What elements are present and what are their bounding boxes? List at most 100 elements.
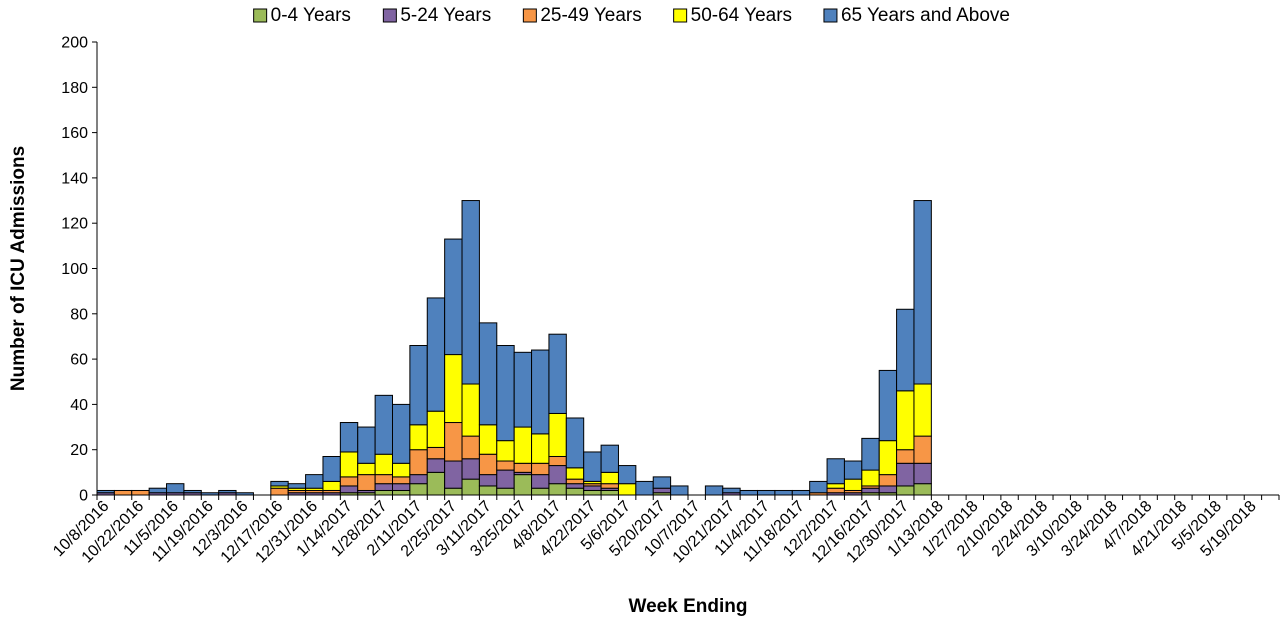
bar-segment-65-years-and-above-10: [270, 480, 289, 487]
legend-label-5-24-years: 5-24 Years: [400, 5, 491, 26]
bar-segment-65-years-and-above-17: [392, 403, 411, 464]
bar-segment-65-years-and-above-20: [444, 238, 463, 356]
bar-segment-50-64-years-15: [357, 462, 376, 476]
bar-segment-5-24-years-44: [861, 487, 880, 494]
bar-segment-50-64-years-44: [861, 469, 880, 487]
bar-segment-50-64-years-26: [548, 412, 567, 457]
bar-segment-0-4-years-17: [392, 489, 411, 496]
bar-segment-50-64-years-24: [513, 426, 533, 464]
bar-segment-5-24-years-47: [913, 462, 932, 485]
bar-segment-25-49-years-10: [270, 487, 289, 496]
bar-segment-65-years-and-above-35: [704, 485, 724, 496]
legend-label-50-64-years: 50-64 Years: [691, 5, 792, 26]
bar-segment-25-49-years-20: [444, 422, 463, 462]
bar-segment-0-4-years-22: [478, 485, 498, 496]
bar-segment-25-49-years-17: [392, 476, 411, 485]
bar-segment-0-4-years-46: [896, 485, 915, 496]
bar-segment-65-years-and-above-39: [774, 489, 793, 496]
bar-segment-65-years-and-above-24: [513, 351, 533, 428]
bar-segment-5-24-years-22: [478, 474, 498, 487]
bar-segment-50-64-years-27: [565, 467, 585, 480]
legend-swatch-25-49-years: [522, 8, 537, 23]
bar-segment-5-24-years-23: [496, 469, 515, 489]
bar-segment-25-49-years-1: [113, 489, 133, 496]
bar-segment-0-4-years-18: [409, 483, 428, 496]
y-tick-label: 160: [61, 125, 88, 142]
legend-label-65-years-and-above: 65 Years and Above: [841, 5, 1010, 26]
bar-segment-65-years-and-above-4: [166, 483, 185, 494]
y-tick-label: 20: [70, 442, 88, 459]
legend-label-0-4-years: 0-4 Years: [271, 5, 351, 26]
bar-segment-0-4-years-29: [600, 489, 619, 496]
y-tick-label: 0: [79, 488, 88, 505]
bar-segment-0-4-years-47: [913, 483, 932, 496]
y-tick-label: 80: [70, 306, 88, 323]
bar-segment-50-64-years-47: [913, 383, 932, 437]
bar-segment-25-49-years-14: [339, 476, 359, 487]
bar-segment-50-64-years-20: [444, 354, 463, 424]
bar-segment-5-24-years-14: [339, 485, 359, 494]
bar-segment-65-years-and-above-37: [739, 489, 759, 496]
bar-segment-0-4-years-26: [548, 483, 567, 496]
bar-segment-0-4-years-24: [513, 474, 533, 496]
bar-segment-50-64-years-17: [392, 462, 411, 478]
legend-label-25-49-years: 25-49 Years: [540, 5, 641, 26]
x-axis-ticks: 10/8/201610/22/201611/5/201611/19/201612…: [50, 495, 1280, 566]
bar-segment-65-years-and-above-42: [826, 458, 845, 485]
bar-segment-65-years-and-above-22: [478, 322, 498, 426]
bar-segment-65-years-and-above-44: [861, 437, 880, 471]
bar-segment-50-64-years-23: [496, 440, 515, 462]
bar-segment-25-49-years-15: [357, 474, 376, 491]
bar-segment-0-4-years-28: [583, 489, 602, 496]
bar-segment-25-49-years-16: [374, 474, 393, 485]
bar-segment-65-years-and-above-31: [635, 480, 654, 496]
bar-segment-5-24-years-46: [896, 462, 915, 487]
bar-segment-25-49-years-47: [913, 435, 932, 464]
bar-segment-50-64-years-21: [461, 383, 480, 437]
bar-segment-65-years-and-above-27: [565, 417, 585, 469]
bar-segment-65-years-and-above-38: [757, 489, 776, 496]
bar-segment-65-years-and-above-33: [670, 485, 689, 496]
bar-segment-50-64-years-46: [896, 390, 915, 451]
bar-segment-25-49-years-46: [896, 449, 915, 464]
bar-segment-65-years-and-above-3: [148, 487, 168, 494]
bar-segment-65-years-and-above-11: [287, 483, 307, 489]
legend-swatch-0-4-years: [253, 8, 268, 23]
bar-segment-50-64-years-45: [878, 440, 898, 476]
bar-segment-65-years-and-above-15: [357, 426, 376, 464]
bar-segment-65-years-and-above-19: [426, 297, 446, 412]
y-axis-title: Number of ICU Admissions: [8, 146, 29, 391]
bar-segment-5-24-years-18: [409, 474, 428, 485]
bar-segment-5-24-years-20: [444, 460, 463, 489]
bar-segment-65-years-and-above-45: [878, 369, 898, 442]
bar-segment-50-64-years-16: [374, 453, 393, 476]
bar-segment-5-24-years-17: [392, 483, 411, 491]
bars: [96, 200, 932, 496]
bar-segment-25-49-years-26: [548, 456, 567, 467]
bar-segment-5-24-years-16: [374, 483, 393, 491]
bar-segment-65-years-and-above-36: [722, 487, 741, 494]
bar-segment-65-years-and-above-14: [339, 422, 359, 453]
bar-segment-65-years-and-above-43: [843, 460, 863, 480]
bar-segment-65-years-and-above-29: [600, 444, 619, 473]
bar-segment-65-years-and-above-21: [461, 200, 480, 385]
legend: 0-4 Years 5-24 Years 25-49 Years 50-64 Year…: [253, 5, 1010, 26]
bar-segment-65-years-and-above-30: [617, 465, 637, 485]
y-tick-label: 120: [61, 216, 88, 233]
bar-segment-25-49-years-2: [131, 489, 150, 496]
bar-segment-0-4-years-25: [531, 487, 550, 496]
bar-segment-25-49-years-45: [878, 474, 898, 487]
bar-segment-50-64-years-14: [339, 451, 359, 478]
bar-segment-25-49-years-25: [531, 462, 550, 476]
bar-segment-5-24-years-27: [565, 483, 585, 489]
bar-segment-0-4-years-27: [565, 487, 585, 496]
y-tick-label: 100: [61, 261, 88, 278]
bar-segment-50-64-years-13: [322, 480, 341, 491]
y-tick-label: 40: [70, 397, 88, 414]
bar-segment-65-years-and-above-32: [652, 476, 672, 489]
bar-segment-65-years-and-above-28: [583, 451, 602, 482]
bar-segment-25-49-years-23: [496, 460, 515, 471]
bar-segment-50-64-years-19: [426, 410, 446, 448]
bar-segment-0-4-years-21: [461, 478, 480, 496]
